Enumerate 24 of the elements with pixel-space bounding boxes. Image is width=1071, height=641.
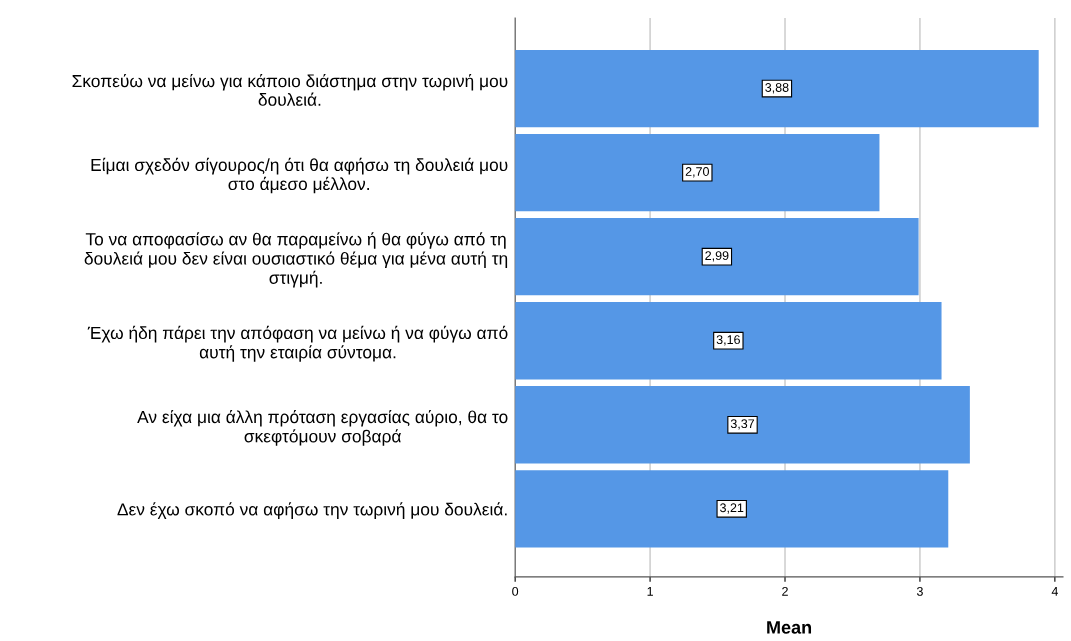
data-label: 2,70	[685, 167, 709, 178]
x-tick-label: 2	[782, 586, 788, 596]
bar	[515, 133, 880, 212]
y-tick-label: Δεν έχω σκοπό να αφήσω την τωρινή μου δουλειά.	[117, 502, 507, 519]
x-tick-label: 1	[647, 587, 653, 596]
x-tick-label: 3	[916, 586, 923, 596]
bar	[515, 386, 970, 464]
x-tick-label: 4	[1051, 587, 1058, 596]
data-label: 2,99	[705, 251, 729, 262]
bar	[515, 49, 1039, 128]
x-tick-label: 0	[512, 586, 519, 596]
bar	[515, 302, 942, 380]
y-tick-label: Σκοπεύω να μείνω για κάποιο διάστημα στην τωρινή μου δουλειά.	[72, 73, 508, 106]
x-axis-title: Mean	[767, 621, 812, 634]
data-label: 3,16	[716, 335, 740, 346]
y-tick-label: Το να αποφασίσω αν θα παραμείνω ή θα φύγω από τη δουλειά μου δεν είναι ουσιαστικό θέμα για μένα αυτή τη στιγμή.	[84, 232, 508, 288]
bar	[515, 217, 919, 296]
data-label: 3,88	[765, 83, 789, 94]
data-label: 3,37	[730, 419, 755, 430]
y-tick-label: Αν είχα μια άλλη πρόταση εργασίας αύριο, θα το σκεφτόμουν σοβαρά	[137, 409, 508, 446]
y-tick-label: Είμαι σχεδόν σίγουρος/η ότι θα αφήσω τη δουλειά μου στο άμεσο μέλλον.	[91, 157, 508, 194]
data-label: 3,21	[720, 503, 744, 514]
bar	[515, 470, 949, 548]
y-tick-label: Έχω ήδη πάρει την απόφαση να μείνω ή να φύγω από αυτή την εταιρία σύντομα.	[87, 325, 508, 362]
